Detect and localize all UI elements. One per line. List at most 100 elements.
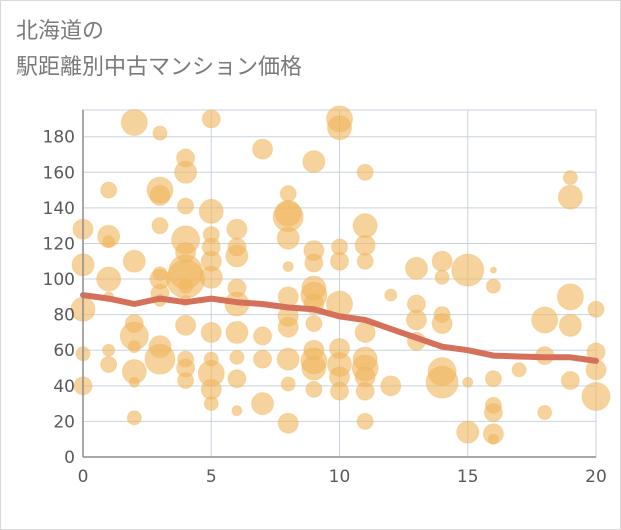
bubble-point bbox=[462, 376, 474, 388]
bubble-point bbox=[252, 138, 274, 160]
y-tick-label: 0 bbox=[64, 448, 75, 468]
bubble-point bbox=[511, 362, 527, 378]
bubble-layer bbox=[70, 105, 611, 445]
bubble-point bbox=[201, 109, 221, 129]
bubble-point bbox=[177, 371, 195, 389]
bubble-point bbox=[127, 340, 141, 354]
bubble-point bbox=[405, 309, 427, 331]
bubble-point bbox=[330, 251, 349, 271]
bubble-point bbox=[174, 160, 198, 184]
trend-line-layer bbox=[80, 292, 599, 364]
bubble-point bbox=[489, 266, 497, 274]
bubble-point bbox=[226, 218, 248, 240]
tick-label-layer: 0 20 40 60 80 100 120 140 160 180 0 5 10 15 20 bbox=[43, 128, 607, 487]
x-tick-label: 10 bbox=[329, 467, 351, 487]
bubble-point bbox=[253, 326, 273, 346]
y-tick-label: 120 bbox=[43, 234, 75, 254]
bubble-point bbox=[102, 235, 116, 249]
bubble-point bbox=[302, 150, 326, 174]
bubble-point bbox=[483, 403, 503, 423]
bubble-point bbox=[96, 266, 122, 292]
bubble-point bbox=[152, 125, 168, 141]
bubble-point bbox=[144, 343, 176, 375]
bubble-point bbox=[276, 226, 300, 250]
bubble-point bbox=[301, 355, 327, 381]
bubble-point bbox=[126, 410, 142, 426]
x-tick-label: 15 bbox=[457, 467, 479, 487]
trend-line bbox=[80, 292, 599, 364]
bubble-point bbox=[451, 253, 485, 287]
chart-title: 北海道の 駅距離別中古マンション価格 bbox=[16, 14, 302, 86]
bubble-point bbox=[305, 315, 323, 333]
bubble-point bbox=[356, 412, 374, 430]
bubble-point bbox=[277, 316, 299, 338]
bubble-point bbox=[485, 278, 501, 294]
bubble-point bbox=[178, 278, 194, 294]
bubble-point bbox=[431, 250, 453, 272]
bubble-point bbox=[279, 185, 297, 203]
bubble-point bbox=[558, 313, 582, 337]
bubble-point bbox=[456, 420, 480, 444]
bubble-point bbox=[356, 163, 374, 181]
x-tick-label: 20 bbox=[585, 467, 607, 487]
x-tick-label: 5 bbox=[206, 467, 217, 487]
bubble-point bbox=[151, 217, 169, 235]
y-tick-label: 20 bbox=[53, 412, 75, 432]
bubble-point bbox=[487, 433, 499, 445]
bubble-point bbox=[277, 412, 299, 434]
bubble-point bbox=[531, 306, 559, 334]
y-tick-label: 180 bbox=[43, 128, 75, 148]
chart-title-line-2: 駅距離別中古マンション価格 bbox=[16, 55, 303, 80]
y-tick-label: 100 bbox=[43, 270, 75, 290]
bubble-point bbox=[175, 314, 197, 336]
bubble-point bbox=[562, 170, 578, 186]
bubble-point bbox=[537, 405, 553, 421]
bubble-point bbox=[128, 376, 140, 388]
bubble-point bbox=[356, 252, 374, 270]
bubble-point bbox=[199, 265, 223, 289]
bubble-point bbox=[253, 349, 273, 369]
bubble-point bbox=[225, 320, 249, 344]
bubble-point bbox=[330, 381, 349, 401]
bubble-point bbox=[404, 256, 428, 280]
bubble-point bbox=[557, 184, 583, 210]
y-tick-label: 80 bbox=[53, 306, 75, 326]
bubble-point bbox=[304, 253, 324, 273]
bubble-point bbox=[305, 380, 323, 398]
bubble-point bbox=[354, 234, 376, 256]
bubble-point bbox=[203, 396, 219, 412]
y-tick-label: 60 bbox=[53, 341, 75, 361]
bubble-point bbox=[280, 376, 296, 392]
bubble-point bbox=[225, 244, 249, 268]
bubble-point bbox=[587, 300, 605, 318]
bubble-point bbox=[120, 108, 148, 136]
bubble-point bbox=[431, 313, 453, 335]
bubble-point bbox=[251, 392, 275, 416]
bubble-point bbox=[227, 369, 247, 389]
bubble-point bbox=[484, 370, 502, 388]
bubble-point bbox=[200, 321, 222, 343]
bubble-point bbox=[276, 347, 300, 371]
bubble-point bbox=[425, 365, 459, 399]
chart-title-line-1: 北海道の bbox=[16, 19, 105, 44]
bubble-point bbox=[229, 349, 245, 365]
bubble-point bbox=[380, 375, 402, 397]
y-tick-label: 140 bbox=[43, 199, 75, 219]
bubble-point bbox=[231, 405, 243, 417]
y-tick-label: 40 bbox=[53, 377, 75, 397]
bubble-point bbox=[560, 370, 580, 390]
bubble-point bbox=[352, 213, 378, 239]
bubble-point bbox=[100, 181, 118, 199]
bubble-point bbox=[282, 261, 294, 273]
bubble-point bbox=[384, 288, 398, 302]
bubble-point bbox=[122, 249, 146, 273]
bubble-point bbox=[100, 355, 118, 373]
bubble-point bbox=[434, 269, 450, 285]
axis-layer bbox=[82, 110, 596, 458]
y-tick-label: 160 bbox=[43, 163, 75, 183]
bubble-point bbox=[556, 283, 584, 311]
bubble-point bbox=[198, 198, 224, 224]
x-tick-label: 0 bbox=[78, 467, 89, 487]
bubble-point bbox=[581, 381, 611, 411]
